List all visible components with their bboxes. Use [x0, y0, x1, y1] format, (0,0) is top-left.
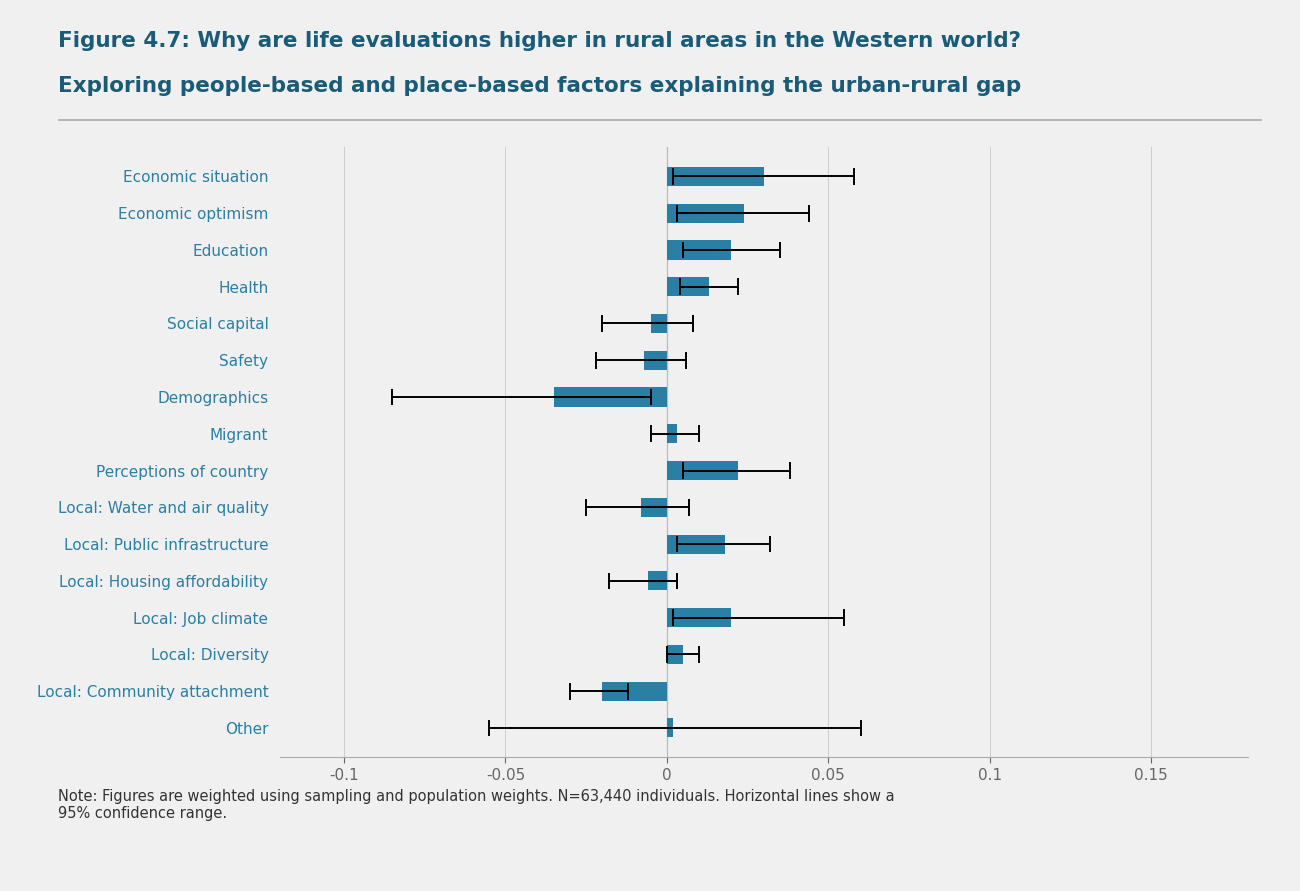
Bar [667, 645, 682, 664]
Text: Figure 4.7: Why are life evaluations higher in rural areas in the Western world?: Figure 4.7: Why are life evaluations hig… [58, 31, 1022, 51]
Bar [641, 498, 667, 517]
Bar [667, 535, 725, 553]
Bar [667, 718, 673, 738]
Bar [667, 204, 745, 223]
Bar [667, 424, 676, 444]
Text: Note: Figures are weighted using sampling and population weights. N=63,440 indiv: Note: Figures are weighted using samplin… [58, 789, 896, 821]
Bar [667, 167, 764, 186]
Bar [667, 608, 732, 627]
Bar [651, 314, 667, 333]
Text: Exploring people-based and place-based factors explaining the urban-rural gap: Exploring people-based and place-based f… [58, 76, 1022, 95]
Bar [667, 277, 708, 297]
Bar [667, 461, 738, 480]
Bar [667, 241, 732, 259]
Bar [554, 388, 667, 406]
Bar [602, 682, 667, 700]
Bar [645, 351, 667, 370]
Bar [647, 571, 667, 591]
